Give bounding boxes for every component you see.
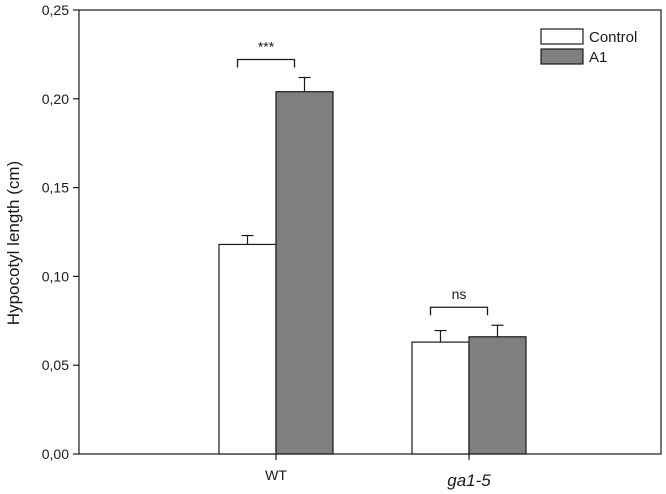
bar-control-wt [218, 243, 277, 455]
bar-a1-ga1-5 [468, 336, 527, 455]
x-category-label: WT [265, 467, 287, 483]
significance-annotations: *** ns [236, 38, 489, 316]
y-axis-tick-labels: 0,00 0,05 0,10 0,15 0,20 0,25 [42, 2, 69, 462]
plot-frame-border [78, 9, 662, 455]
error-bars [241, 76, 504, 343]
y-tick-label: 0,25 [42, 2, 69, 18]
y-tick-label: 0,05 [42, 357, 69, 373]
legend: Control A1 [540, 28, 637, 66]
y-tick-label: 0,10 [42, 268, 69, 284]
legend-label-control: Control [589, 29, 637, 46]
significance-label: ns [452, 286, 467, 302]
x-category-label: ga1-5 [447, 471, 491, 490]
legend-label-a1: A1 [589, 49, 607, 66]
bar-control-ga1-5 [411, 341, 470, 455]
legend-swatch-control [540, 28, 584, 45]
legend-swatch-a1 [540, 48, 584, 65]
x-axis-category-labels: WT ga1-5 [265, 454, 491, 490]
y-axis-ticks [73, 9, 79, 455]
y-tick-label: 0,20 [42, 91, 69, 107]
bar-a1-wt [275, 91, 334, 455]
significance-bracket [236, 58, 296, 68]
y-tick-label: 0,00 [42, 446, 69, 462]
y-tick-label: 0,15 [42, 180, 69, 196]
bars [218, 91, 527, 455]
significance-bracket [429, 306, 489, 316]
y-axis-title: Hypocotyl length (cm) [4, 161, 23, 325]
plot-frame [78, 9, 662, 455]
significance-label: *** [258, 38, 275, 54]
